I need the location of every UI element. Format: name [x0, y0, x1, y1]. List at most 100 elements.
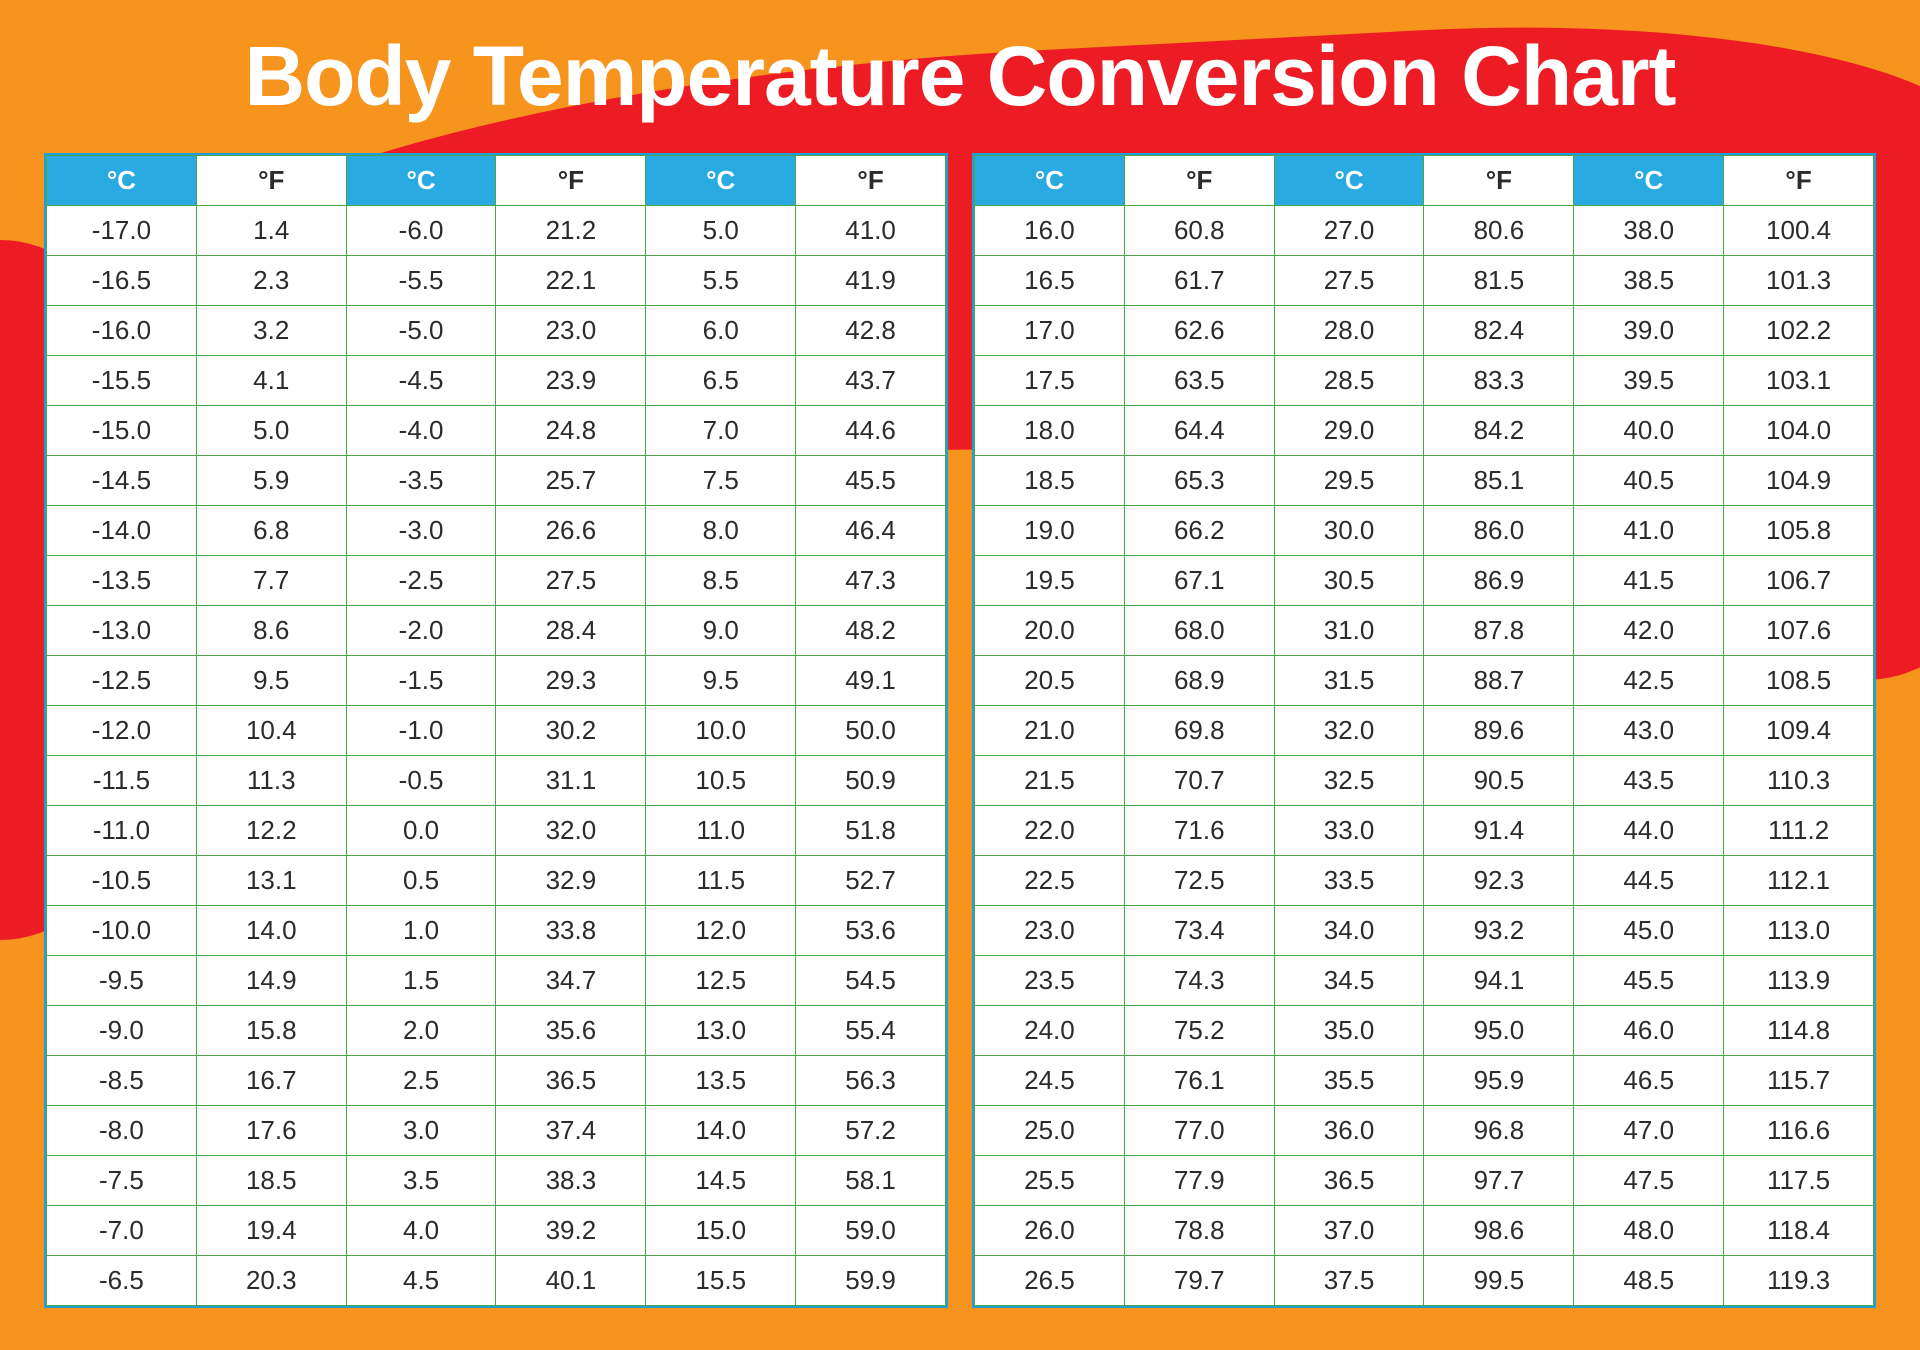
table-row: 21.570.732.590.543.5110.3: [975, 756, 1874, 806]
table-cell: 18.0: [975, 406, 1125, 456]
table-cell: 20.3: [196, 1256, 346, 1306]
table-cell: 14.0: [196, 906, 346, 956]
table-row: -11.012.20.032.011.051.8: [47, 806, 946, 856]
table-cell: 28.4: [496, 606, 646, 656]
table-cell: 11.5: [646, 856, 796, 906]
page-title: Body Temperature Conversion Chart: [0, 0, 1920, 125]
table-cell: 1.5: [346, 956, 496, 1006]
table-cell: 84.2: [1424, 406, 1574, 456]
table-cell: -5.5: [346, 256, 496, 306]
table-cell: 7.5: [646, 456, 796, 506]
table-row: -8.516.72.536.513.556.3: [47, 1056, 946, 1106]
table-cell: 33.8: [496, 906, 646, 956]
table-cell: 28.5: [1274, 356, 1424, 406]
table-cell: -1.0: [346, 706, 496, 756]
table-cell: 18.5: [196, 1156, 346, 1206]
table-row: -12.59.5-1.529.39.549.1: [47, 656, 946, 706]
table-cell: 40.0: [1574, 406, 1724, 456]
table-cell: -2.5: [346, 556, 496, 606]
table-row: -15.54.1-4.523.96.543.7: [47, 356, 946, 406]
col-header-celsius: °C: [1274, 156, 1424, 206]
table-cell: 40.5: [1574, 456, 1724, 506]
table-cell: 9.5: [646, 656, 796, 706]
table-cell: 5.5: [646, 256, 796, 306]
table-cell: 35.0: [1274, 1006, 1424, 1056]
table-cell: 97.7: [1424, 1156, 1574, 1206]
table-cell: 77.9: [1124, 1156, 1274, 1206]
table-row: -9.015.82.035.613.055.4: [47, 1006, 946, 1056]
table-cell: 32.0: [496, 806, 646, 856]
table-cell: 29.3: [496, 656, 646, 706]
table-cell: 16.7: [196, 1056, 346, 1106]
table-cell: 110.3: [1724, 756, 1874, 806]
table-cell: 11.3: [196, 756, 346, 806]
table-cell: 57.2: [796, 1106, 946, 1156]
table-cell: 51.8: [796, 806, 946, 856]
table-cell: 82.4: [1424, 306, 1574, 356]
table-cell: -14.0: [47, 506, 197, 556]
table-cell: 65.3: [1124, 456, 1274, 506]
table-row: 25.577.936.597.747.5117.5: [975, 1156, 1874, 1206]
table-row: 21.069.832.089.643.0109.4: [975, 706, 1874, 756]
table-cell: 34.7: [496, 956, 646, 1006]
table-cell: 40.1: [496, 1256, 646, 1306]
table-cell: 15.5: [646, 1256, 796, 1306]
table-cell: -14.5: [47, 456, 197, 506]
table-cell: 54.5: [796, 956, 946, 1006]
table-cell: 25.0: [975, 1106, 1125, 1156]
table-cell: 36.5: [1274, 1156, 1424, 1206]
table-cell: 61.7: [1124, 256, 1274, 306]
col-header-fahrenheit: °F: [1424, 156, 1574, 206]
table-cell: 94.1: [1424, 956, 1574, 1006]
table-cell: 46.5: [1574, 1056, 1724, 1106]
table-cell: 68.9: [1124, 656, 1274, 706]
table-row: -11.511.3-0.531.110.550.9: [47, 756, 946, 806]
table-cell: 72.5: [1124, 856, 1274, 906]
table-cell: 53.6: [796, 906, 946, 956]
table-cell: 50.9: [796, 756, 946, 806]
table-cell: 106.7: [1724, 556, 1874, 606]
table-row: -15.05.0-4.024.87.044.6: [47, 406, 946, 456]
table-row: 18.565.329.585.140.5104.9: [975, 456, 1874, 506]
table-cell: -0.5: [346, 756, 496, 806]
table-cell: 18.5: [975, 456, 1125, 506]
table-cell: 2.3: [196, 256, 346, 306]
table-row: -8.017.63.037.414.057.2: [47, 1106, 946, 1156]
table-cell: 76.1: [1124, 1056, 1274, 1106]
table-cell: 37.4: [496, 1106, 646, 1156]
table-cell: 105.8: [1724, 506, 1874, 556]
table-cell: 33.0: [1274, 806, 1424, 856]
table-cell: 104.9: [1724, 456, 1874, 506]
table-cell: 100.4: [1724, 206, 1874, 256]
table-cell: 32.0: [1274, 706, 1424, 756]
table-cell: 112.1: [1724, 856, 1874, 906]
table-cell: 115.7: [1724, 1056, 1874, 1106]
table-cell: -10.5: [47, 856, 197, 906]
table-cell: 47.5: [1574, 1156, 1724, 1206]
table-cell: 96.8: [1424, 1106, 1574, 1156]
table-cell: -17.0: [47, 206, 197, 256]
table-cell: 48.0: [1574, 1206, 1724, 1256]
col-header-celsius: °C: [1574, 156, 1724, 206]
table-cell: 116.6: [1724, 1106, 1874, 1156]
table-cell: 59.9: [796, 1256, 946, 1306]
table-row: 20.068.031.087.842.0107.6: [975, 606, 1874, 656]
table-cell: 48.5: [1574, 1256, 1724, 1306]
table-cell: -3.0: [346, 506, 496, 556]
table-cell: 75.2: [1124, 1006, 1274, 1056]
table-cell: 119.3: [1724, 1256, 1874, 1306]
table-cell: 30.0: [1274, 506, 1424, 556]
table-cell: -7.5: [47, 1156, 197, 1206]
table-cell: 101.3: [1724, 256, 1874, 306]
table-cell: 22.1: [496, 256, 646, 306]
table-cell: -7.0: [47, 1206, 197, 1256]
table-cell: 7.0: [646, 406, 796, 456]
table-cell: 23.5: [975, 956, 1125, 1006]
table-cell: 7.7: [196, 556, 346, 606]
table-cell: 46.4: [796, 506, 946, 556]
col-header-fahrenheit: °F: [196, 156, 346, 206]
table-cell: 3.0: [346, 1106, 496, 1156]
table-cell: 9.0: [646, 606, 796, 656]
table-cell: 58.1: [796, 1156, 946, 1206]
table-cell: 29.0: [1274, 406, 1424, 456]
